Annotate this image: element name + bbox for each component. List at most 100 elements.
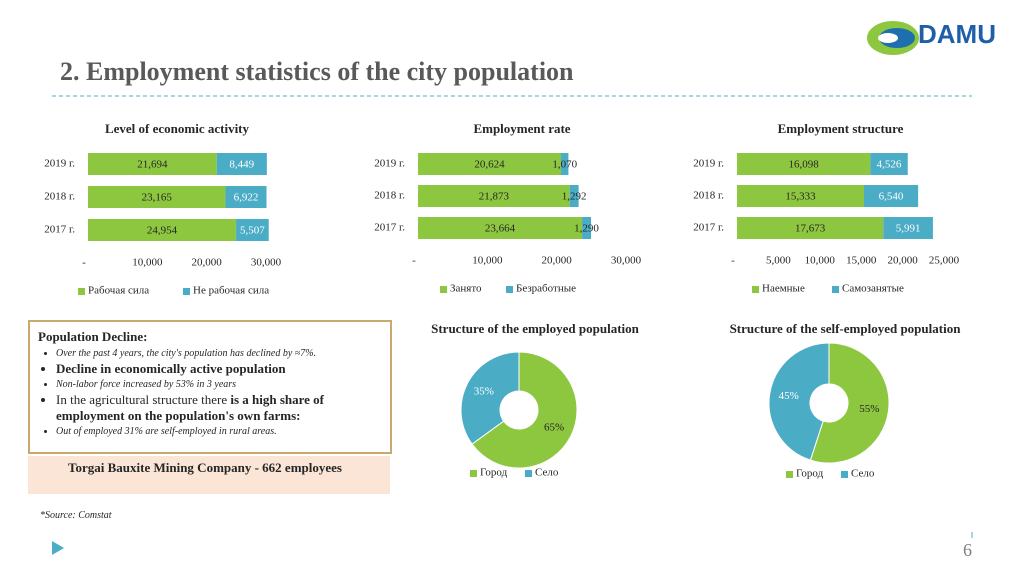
- category-label: 2018 г.: [374, 190, 405, 202]
- legend-swatch: [752, 286, 759, 293]
- value-label: 24,954: [147, 225, 178, 237]
- value-label: 15,333: [785, 191, 816, 203]
- value-label: 23,165: [142, 192, 173, 204]
- x-tick-label: -: [412, 255, 416, 267]
- bar-segment: [88, 186, 226, 208]
- category-label: 2019 г.: [374, 158, 405, 170]
- legend-swatch: [470, 470, 477, 477]
- bullet: Decline in economically active populatio…: [56, 361, 386, 377]
- bar-segment: [418, 217, 583, 239]
- bar-segment: [582, 217, 592, 239]
- legend-swatch: [786, 471, 793, 478]
- x-tick-label: 10,000: [472, 255, 503, 267]
- bar-segment: [883, 217, 933, 239]
- value-label: 21,694: [137, 159, 168, 171]
- source-note: *Source: Comstat: [40, 510, 112, 521]
- legend-swatch: [78, 288, 85, 295]
- x-tick-label: 15,000: [846, 255, 877, 267]
- x-tick-label: -: [731, 255, 735, 267]
- bullet-text: Out of employed 31% are self-employed in…: [56, 426, 277, 437]
- legend-swatch: [440, 286, 447, 293]
- value-label: 55%: [859, 403, 879, 415]
- x-tick-label: 20,000: [542, 255, 573, 267]
- bar-segment: [560, 153, 569, 175]
- bar-segment: [870, 153, 908, 175]
- value-label: 1,290: [574, 223, 599, 235]
- value-label: 5,991: [896, 223, 921, 235]
- alert-text: Torgai Bauxite Mining Company - 662 empl…: [68, 460, 342, 475]
- value-label: 6,922: [234, 192, 259, 204]
- bullet: Non-labor force increased by 53% in 3 ye…: [56, 377, 386, 392]
- bullet-strong: is a high share of employment on the pop…: [56, 392, 325, 423]
- legend-label: Город: [480, 467, 508, 479]
- page-number: 6: [963, 540, 972, 560]
- x-tick-label: 20,000: [887, 255, 918, 267]
- bullet-text: Non-labor force increased by 53% in 3 ye…: [56, 379, 237, 390]
- x-tick-label: 30,000: [611, 255, 642, 267]
- bullet: Out of employed 31% are self-employed in…: [56, 424, 386, 439]
- bar-segment: [737, 185, 864, 207]
- bar-segment: [225, 186, 267, 208]
- bullet-strong: Decline in economically active populatio…: [56, 361, 286, 376]
- alert-box: Torgai Bauxite Mining Company - 662 empl…: [28, 456, 390, 494]
- value-label: 4,526: [877, 159, 902, 171]
- bar-segment: [236, 219, 269, 241]
- value-label: 17,673: [795, 223, 826, 235]
- bar-segment: [418, 185, 570, 207]
- value-label: 65%: [544, 421, 564, 433]
- text-box: Population Decline: Over the past 4 year…: [28, 320, 392, 454]
- chart-title: Employment rate: [473, 121, 570, 136]
- value-label: 23,664: [485, 223, 516, 235]
- bullet-list: Over the past 4 years, the city's popula…: [34, 346, 386, 439]
- chart-title: Structure of the self-employed populatio…: [730, 321, 962, 336]
- bullet-text: In the agricultural structure there: [56, 392, 231, 407]
- bar-segment: [418, 153, 561, 175]
- bar-segment: [863, 185, 919, 207]
- nav-arrow: [52, 541, 64, 555]
- x-tick-label: 25,000: [929, 255, 960, 267]
- bar-segment: [216, 153, 267, 175]
- value-label: 45%: [779, 390, 799, 402]
- legend-swatch: [506, 286, 513, 293]
- legend-label: Безработные: [516, 283, 576, 295]
- donut-slice: [809, 342, 890, 464]
- bullet-text: Over the past 4 years, the city's popula…: [56, 348, 317, 359]
- category-label: 2017 г.: [374, 222, 405, 234]
- legend-swatch: [841, 471, 848, 478]
- legend-label: Село: [535, 467, 559, 479]
- value-label: 1,292: [562, 191, 587, 203]
- legend-label: Не рабочая сила: [193, 285, 269, 297]
- donut-slice: [460, 351, 520, 445]
- chart-title: Employment structure: [778, 121, 904, 136]
- donut-slice: [768, 342, 830, 461]
- x-tick-label: 5,000: [766, 255, 791, 267]
- legend-label: Самозанятые: [842, 283, 904, 295]
- legend-label: Город: [796, 468, 824, 480]
- value-label: 35%: [474, 386, 494, 398]
- x-tick-label: 10,000: [132, 257, 163, 269]
- category-label: 2017 г.: [693, 222, 724, 234]
- value-label: 5,507: [240, 225, 265, 237]
- x-tick-label: 30,000: [251, 257, 282, 269]
- legend-swatch: [832, 286, 839, 293]
- x-tick-label: 20,000: [192, 257, 223, 269]
- category-label: 2018 г.: [693, 190, 724, 202]
- legend-label: Село: [851, 468, 875, 480]
- bar-segment: [737, 217, 884, 239]
- category-label: 2018 г.: [44, 191, 75, 203]
- value-label: 1,070: [552, 159, 577, 171]
- value-label: 21,873: [479, 191, 510, 203]
- value-label: 8,449: [229, 159, 254, 171]
- legend-swatch: [525, 470, 532, 477]
- page-title: 2. Employment statistics of the city pop…: [60, 57, 574, 86]
- legend-label: Занято: [450, 283, 482, 295]
- chart-title: Structure of the employed population: [431, 321, 640, 336]
- category-label: 2019 г.: [44, 158, 75, 170]
- logo: DAMU: [918, 19, 996, 49]
- x-tick-label: 10,000: [805, 255, 836, 267]
- bar-segment: [569, 185, 579, 207]
- donut-slice: [471, 351, 578, 469]
- legend-label: Рабочая сила: [88, 285, 149, 297]
